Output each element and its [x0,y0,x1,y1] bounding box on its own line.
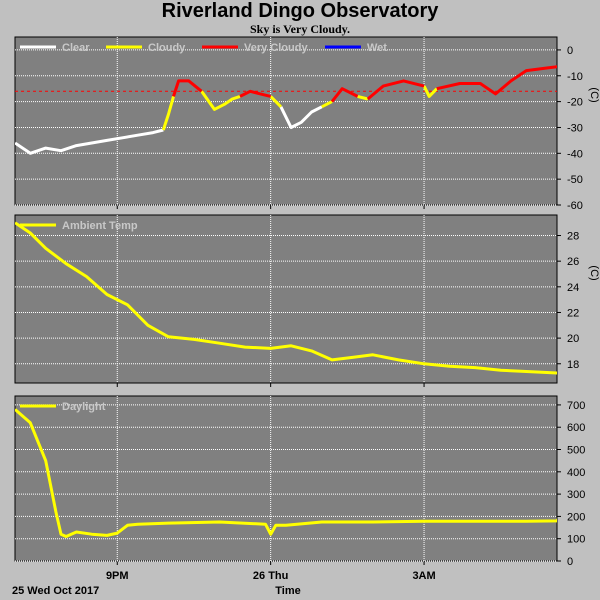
footer-date-label: 25 Wed Oct 2017 [12,585,99,597]
y-tick-label: 500 [567,445,585,457]
series-group-3 [15,408,557,538]
y-tick-label: -60 [567,200,583,212]
y-tick-label: 24 [567,282,579,294]
y-tick-label: 600 [567,422,585,434]
plot-area-2 [14,214,558,384]
y-tick-label: 0 [567,45,573,57]
y-tick-label: -50 [567,174,583,186]
y-tick-label: 26 [567,256,579,268]
y-tick-label: -10 [567,71,583,83]
legend-label: Daylight [62,401,106,413]
y-tick-label: 100 [567,534,585,546]
x-tick-label: 3AM [412,570,435,582]
plot-area-1 [14,36,558,206]
page-title: Riverland Dingo Observatory [161,0,439,22]
y-tick-label: -40 [567,148,583,160]
y-tick-label: -20 [567,97,583,109]
series-clear-line [279,105,323,129]
series-very-cloudy-line [436,65,557,96]
legend-label: Very Cloudy [244,42,308,54]
series-cloudy-line [269,95,282,108]
legend-label: Wet [367,42,387,54]
y-tick-label: 22 [567,307,579,319]
series-cloudy-line [321,100,333,109]
y-tick-label: -30 [567,122,583,134]
series-clear-line [15,128,164,155]
x-tick-label: 9PM [106,570,129,582]
series-ambient-temp-line [15,221,557,375]
plot-area-3 [14,395,558,562]
series-very-cloudy-line [330,87,359,103]
y-tick-label: 200 [567,511,585,523]
x-tick-label: 26 Thu [253,570,288,582]
series-very-cloudy-line [366,79,425,101]
series-group-2 [15,221,557,375]
legend-label: Cloudy [148,42,186,54]
y-axis-label: (C) [588,87,600,102]
y-tick-label: 18 [567,359,579,371]
page-subtitle: Sky is Very Cloudy. [249,22,351,36]
series-daylight-line [15,408,557,538]
series-cloudy-line [161,95,175,131]
series-cloudy-line [422,85,438,98]
y-tick-label: 300 [567,489,585,501]
y-tick-label: 28 [567,231,579,243]
legend-label: Ambient Temp [62,220,138,232]
y-tick-label: 400 [567,467,585,479]
series-very-cloudy-line [172,79,203,97]
y-axis-label: (C) [588,265,600,280]
series-very-cloudy-line [239,89,272,98]
series-group-1 [15,65,557,155]
y-tick-label: 700 [567,400,585,412]
y-tick-label: 20 [567,333,579,345]
series-cloudy-line [357,94,369,101]
y-tick-label: 0 [567,556,573,568]
series-cloudy-line [200,90,241,111]
x-axis-label: Time [275,585,300,597]
legend-label: Clear [62,42,90,54]
